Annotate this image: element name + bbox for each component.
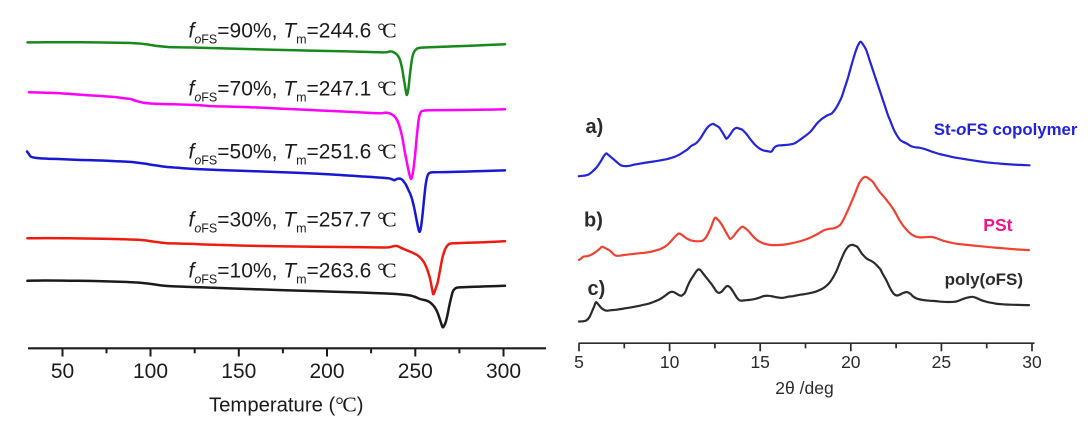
svg-text:PSt: PSt xyxy=(983,215,1012,235)
svg-text:2θ /deg: 2θ /deg xyxy=(775,378,833,398)
svg-text:15: 15 xyxy=(750,352,769,372)
svg-text:10: 10 xyxy=(660,352,680,372)
svg-text:30: 30 xyxy=(1022,352,1042,372)
svg-text:c): c) xyxy=(588,278,606,300)
svg-text:5: 5 xyxy=(574,352,584,372)
svg-text:foFS=90%, Tm=244.6 °C: foFS=90%, Tm=244.6 °C xyxy=(189,19,397,47)
svg-text:foFS=50%, Tm=251.6 °C: foFS=50%, Tm=251.6 °C xyxy=(189,140,397,168)
svg-text:300: 300 xyxy=(486,360,521,383)
svg-text:200: 200 xyxy=(309,360,344,383)
svg-text:25: 25 xyxy=(932,352,951,372)
svg-text:a): a) xyxy=(586,116,604,138)
svg-text:b): b) xyxy=(584,209,603,231)
svg-text:poly(oFS): poly(oFS) xyxy=(945,270,1023,289)
svg-text:20: 20 xyxy=(841,352,861,372)
svg-text:250: 250 xyxy=(398,360,433,383)
svg-text:foFS=10%, Tm=263.6 °C: foFS=10%, Tm=263.6 °C xyxy=(189,259,397,287)
svg-text:Temperature (°C): Temperature (°C) xyxy=(209,393,363,417)
svg-text:foFS=30%, Tm=257.7 °C: foFS=30%, Tm=257.7 °C xyxy=(189,208,397,236)
svg-text:100: 100 xyxy=(133,360,168,383)
svg-text:50: 50 xyxy=(51,360,74,383)
svg-text:150: 150 xyxy=(221,360,256,383)
svg-text:St-oFS copolymer: St-oFS copolymer xyxy=(934,120,1078,139)
svg-text:foFS=70%, Tm=247.1 °C: foFS=70%, Tm=247.1 °C xyxy=(189,77,397,105)
